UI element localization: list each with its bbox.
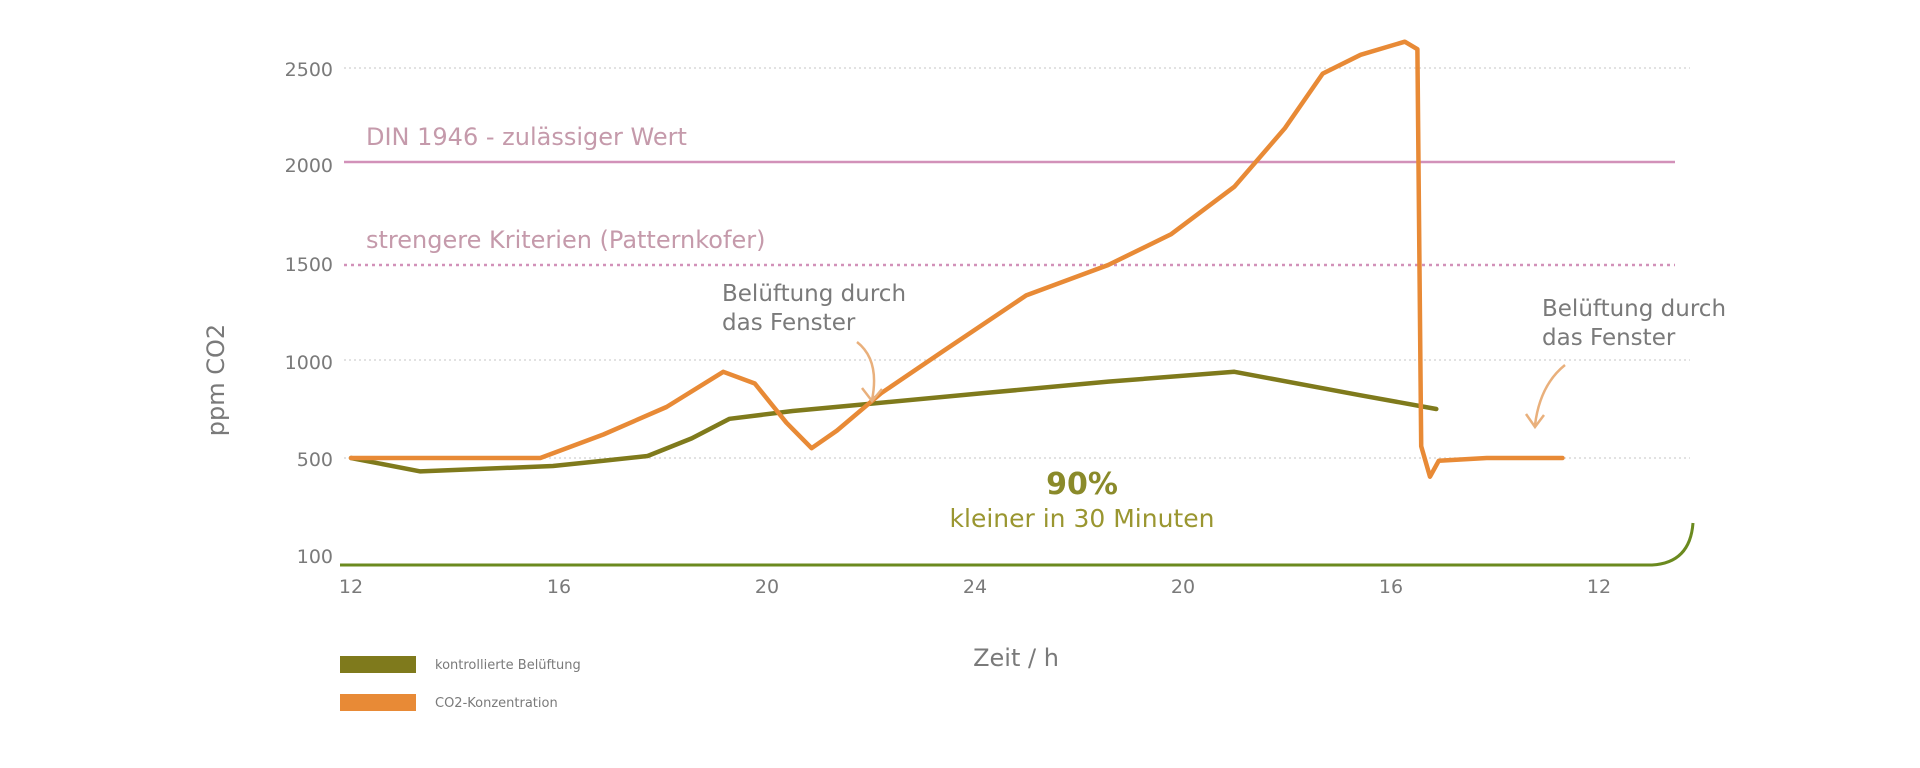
strict-reference-label: strengere Kriterien (Patternkofer)	[366, 226, 765, 254]
legend: kontrollierte Belüftung CO2-Konzentratio…	[340, 656, 581, 711]
legend-label: CO2-Konzentration	[435, 696, 558, 711]
din-reference-label: DIN 1946 - zulässiger Wert	[366, 123, 687, 151]
x-tick-label: 16	[547, 576, 571, 598]
annotation-arrowhead	[1524, 413, 1545, 430]
annotation-line: Belüftung durch	[722, 281, 906, 307]
series-line-co2-konzentration	[348, 39, 1565, 479]
annotation-line: Belüftung durch	[1542, 296, 1726, 322]
x-tick-label: 24	[963, 576, 987, 598]
y-tick-label: 1500	[285, 254, 333, 276]
x-tick-label: 20	[755, 576, 779, 598]
y-tick-label: 1000	[285, 352, 333, 374]
x-tick-label: 12	[339, 576, 363, 598]
legend-swatch-co2-konzentration	[340, 694, 416, 711]
y-tick-label: 2500	[285, 59, 333, 81]
annotation-arrow	[856, 341, 876, 401]
annotation-arrowhead	[861, 387, 883, 403]
highlight-percentage: 90%	[1046, 467, 1118, 502]
series-line-kontrollierte-belueftung	[348, 369, 1439, 474]
x-tick-label: 16	[1379, 576, 1403, 598]
x-tick-label: 20	[1171, 576, 1195, 598]
baseline-100	[340, 522, 1695, 567]
y-tick-label: 500	[297, 449, 333, 471]
y-tick-label: 100	[297, 546, 333, 568]
annotation-ventilation-1: Belüftung durch das Fenster	[722, 281, 906, 403]
legend-swatch-kontrollierte-belueftung	[340, 656, 416, 673]
y-axis: 2500 2000 1500 1000 500 100	[285, 59, 333, 568]
annotation-arrow	[1533, 364, 1566, 426]
highlight-text: kleiner in 30 Minuten	[950, 504, 1215, 533]
annotation-line: das Fenster	[1542, 325, 1676, 351]
legend-label: kontrollierte Belüftung	[435, 658, 581, 673]
x-axis-title: Zeit / h	[973, 644, 1059, 672]
x-tick-label: 12	[1587, 576, 1611, 598]
annotation-line: das Fenster	[722, 310, 856, 336]
x-axis: 12 16 20 24 20 16 12	[339, 576, 1611, 598]
annotation-ventilation-2: Belüftung durch das Fenster	[1524, 296, 1726, 430]
y-tick-label: 2000	[285, 155, 333, 177]
y-axis-title: ppm CO2	[202, 324, 230, 436]
